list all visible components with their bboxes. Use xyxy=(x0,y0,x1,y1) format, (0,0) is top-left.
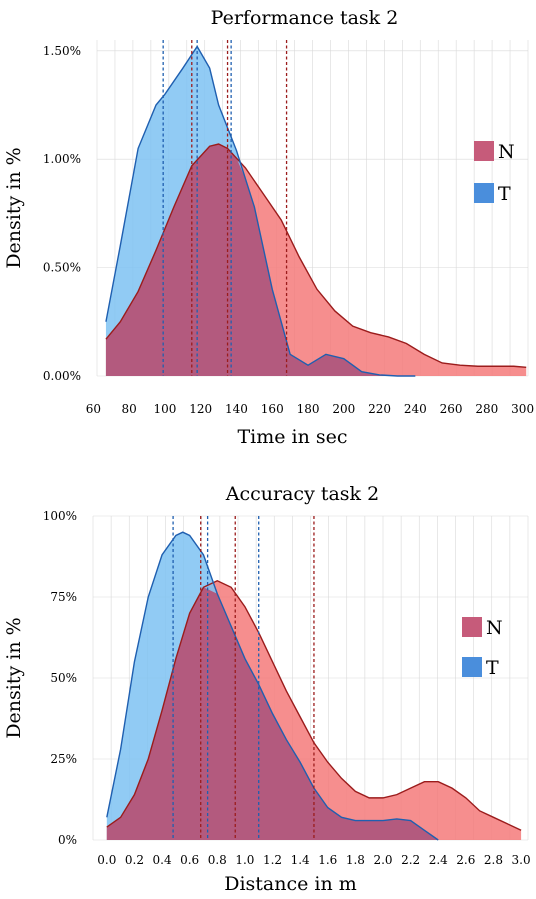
y-tick-label: 1.50% xyxy=(43,44,81,58)
chart-panel-1: Performance task 2 60 80 100 120 140 160 180 200… xyxy=(3,7,534,448)
x-tick-label: 1.8 xyxy=(346,853,365,867)
legend-swatch-T xyxy=(462,657,482,677)
x-tick-label: 220 xyxy=(368,402,391,416)
x-tick-label: 2.4 xyxy=(429,853,448,867)
legend-label-N: N xyxy=(486,617,503,639)
y-tick-label: 100% xyxy=(43,509,77,523)
chart-title: Performance task 2 xyxy=(211,7,399,29)
legend-label-T: T xyxy=(486,657,499,679)
x-tick-label: 2.8 xyxy=(484,853,503,867)
legend-label-N: N xyxy=(498,141,515,163)
legend-label-T: T xyxy=(498,183,511,205)
x-tick-label: 280 xyxy=(475,402,498,416)
x-tick-label: 2.6 xyxy=(456,853,475,867)
x-axis-label: Distance in m xyxy=(224,873,357,895)
x-tick-label: 160 xyxy=(261,402,284,416)
legend-swatch-N xyxy=(462,617,482,637)
x-tick-label: 0.0 xyxy=(97,853,116,867)
x-tick-label: 1.0 xyxy=(235,853,254,867)
y-tick-label: 0.50% xyxy=(43,261,81,275)
y-tick-label: 0.00% xyxy=(43,369,81,383)
x-tick-label: 0.2 xyxy=(125,853,144,867)
x-axis-label: Time in sec xyxy=(237,426,347,448)
chart-title: Accuracy task 2 xyxy=(225,483,379,505)
x-tick-label: 1.4 xyxy=(291,853,310,867)
x-tick-label: 100 xyxy=(154,402,177,416)
x-tick-label: 200 xyxy=(332,402,355,416)
legend-swatch-T xyxy=(474,183,494,203)
x-tick-label: 80 xyxy=(122,402,137,416)
line-series-T xyxy=(105,45,416,377)
x-tick-label: 0.6 xyxy=(180,853,199,867)
x-tick-label: 240 xyxy=(404,402,427,416)
x-tick-label: 1.6 xyxy=(318,853,337,867)
x-tick-label: 0.4 xyxy=(153,853,172,867)
y-tick-label: 25% xyxy=(50,752,77,766)
x-tick-label: 300 xyxy=(511,402,534,416)
y-axis-label: Density in % xyxy=(3,147,25,268)
x-tick-label: 1.2 xyxy=(263,853,282,867)
legend-swatch-N xyxy=(474,141,494,161)
y-tick-label: 50% xyxy=(50,671,77,685)
x-tick-label: 140 xyxy=(225,402,248,416)
y-tick-label: 0% xyxy=(58,833,77,847)
x-tick-label: 120 xyxy=(189,402,212,416)
x-tick-label: 180 xyxy=(297,402,320,416)
line-series-T xyxy=(106,531,439,841)
x-tick-label: 2.0 xyxy=(373,853,392,867)
y-tick-label: 1.00% xyxy=(43,152,81,166)
x-tick-label: 260 xyxy=(440,402,463,416)
area-overlap xyxy=(105,144,416,376)
x-tick-label: 0.8 xyxy=(208,853,227,867)
line-series-N xyxy=(105,143,527,369)
chart-panel-2: Accuracy task 2 0.0 0.2 0.4 0.6 0.8 1.0 1.2 1.4 1… xyxy=(3,483,531,895)
y-axis-label: Density in % xyxy=(3,617,25,738)
x-tick-label: 3.0 xyxy=(512,853,531,867)
x-tick-label: 2.2 xyxy=(401,853,420,867)
x-tick-label: 60 xyxy=(86,402,101,416)
y-tick-label: 75% xyxy=(50,590,77,604)
